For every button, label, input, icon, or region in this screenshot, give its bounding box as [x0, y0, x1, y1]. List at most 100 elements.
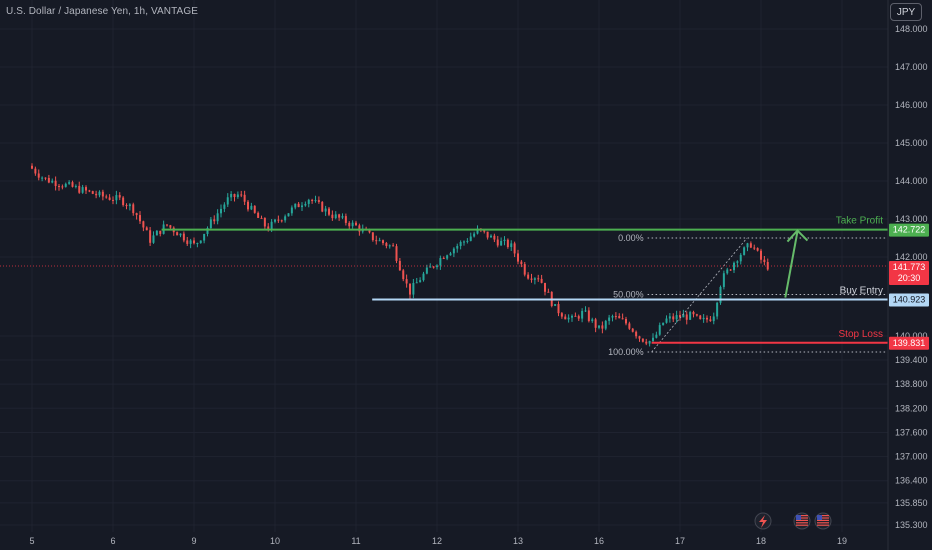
candle-body — [753, 247, 756, 249]
candle-body — [328, 208, 330, 215]
price-tick-label: 142.000 — [895, 252, 928, 262]
candle-body — [179, 233, 182, 236]
grid-lines — [0, 0, 888, 532]
candle-body — [385, 243, 388, 246]
candle-body — [112, 199, 114, 201]
candle-body — [672, 316, 675, 320]
candle-body — [662, 322, 665, 326]
candle-body — [41, 177, 44, 179]
candle-body — [679, 315, 681, 318]
candle-body — [594, 319, 597, 328]
us-flag-icon[interactable] — [793, 512, 811, 530]
candle-body — [230, 194, 233, 198]
time-tick-label: 16 — [594, 536, 604, 546]
price-tick-label: 137.600 — [895, 427, 928, 437]
fib-level-label: 0.00% — [618, 233, 644, 243]
candle-body — [655, 334, 658, 338]
candle-body — [513, 243, 516, 254]
candle-body — [557, 304, 560, 314]
fib-level-label: 50.00% — [613, 290, 644, 300]
candle-body — [429, 266, 432, 268]
candle-body — [128, 204, 131, 207]
candle-body — [527, 274, 530, 279]
candle-body — [368, 230, 371, 233]
candle-body — [402, 270, 405, 280]
candle-body — [155, 230, 158, 236]
candle-body — [446, 255, 449, 259]
time-tick-label: 18 — [756, 536, 766, 546]
candle-body — [463, 241, 465, 243]
candle-body — [64, 183, 67, 187]
candle-body — [101, 191, 104, 197]
price-axis[interactable]: 148.000 147.000 146.000 145.000 144.000 143.0… — [895, 24, 928, 530]
projection-arrow-shaft — [784, 231, 799, 298]
candle-body — [74, 185, 77, 187]
candle-body — [58, 186, 60, 188]
candle-body — [574, 315, 577, 317]
candle-body — [706, 317, 708, 320]
stop-loss-label: Stop Loss — [839, 329, 883, 340]
lightning-icon[interactable] — [754, 512, 772, 530]
candle-body — [425, 267, 428, 274]
candle-body — [665, 318, 668, 323]
candle-body — [324, 208, 327, 212]
candle-body — [422, 273, 425, 281]
candle-body — [199, 240, 202, 243]
candle-body — [297, 203, 300, 208]
candle-body — [510, 243, 513, 248]
candle-body — [476, 228, 479, 234]
candle-body — [81, 187, 84, 193]
candle-body — [334, 214, 337, 219]
buy-entry-label: Buy Entry — [840, 286, 883, 297]
price-tick-label: 136.400 — [895, 476, 928, 486]
candle-body — [675, 315, 678, 320]
candle-body — [243, 194, 246, 202]
candle-body — [739, 254, 742, 262]
candle-body — [709, 319, 712, 322]
flag-stripe — [817, 515, 829, 517]
candle-body — [611, 316, 614, 318]
price-tick-label: 135.850 — [895, 498, 928, 508]
candle-body — [294, 203, 297, 208]
candle-body — [668, 316, 671, 319]
time-tick-label: 12 — [432, 536, 442, 546]
candle-body — [432, 266, 435, 268]
price-tick-label: 145.000 — [895, 138, 928, 148]
currency-button[interactable]: JPY — [890, 3, 922, 21]
candle-body — [412, 282, 415, 295]
take-profit-price-tag-text: 142.722 — [893, 225, 926, 235]
candle-body — [186, 240, 189, 244]
price-tick-label: 148.000 — [895, 24, 928, 34]
candle-body — [139, 215, 141, 222]
time-tick-label: 13 — [513, 536, 523, 546]
candle-body — [270, 221, 273, 231]
candle-body — [564, 316, 567, 320]
candle-body — [547, 291, 550, 293]
candle-body — [736, 261, 739, 263]
candle-body — [567, 317, 570, 320]
candle-body — [638, 336, 641, 339]
time-tick-label: 11 — [351, 536, 360, 546]
price-tick-label: 135.300 — [895, 520, 928, 530]
candle-body — [331, 214, 334, 219]
time-tick-label: 19 — [837, 536, 847, 546]
candle-body — [44, 177, 47, 179]
event-icons[interactable] — [754, 512, 832, 530]
us-flag-icon[interactable] — [814, 512, 832, 530]
candle-body — [625, 319, 627, 324]
flag-stripe — [817, 519, 829, 521]
candle-body — [220, 208, 222, 214]
time-axis[interactable]: 5 6 9 10 11 12 13 16 17 18 19 — [29, 536, 847, 546]
candle-body — [459, 242, 462, 246]
candle-body — [311, 199, 314, 202]
price-tick-label: 138.800 — [895, 379, 928, 389]
candle-body — [206, 228, 209, 234]
candle-body — [533, 278, 536, 280]
candle-body — [712, 316, 715, 322]
candle-body — [726, 269, 729, 274]
candle-body — [253, 205, 256, 213]
candle-body — [216, 213, 219, 222]
candle-body — [145, 227, 148, 231]
